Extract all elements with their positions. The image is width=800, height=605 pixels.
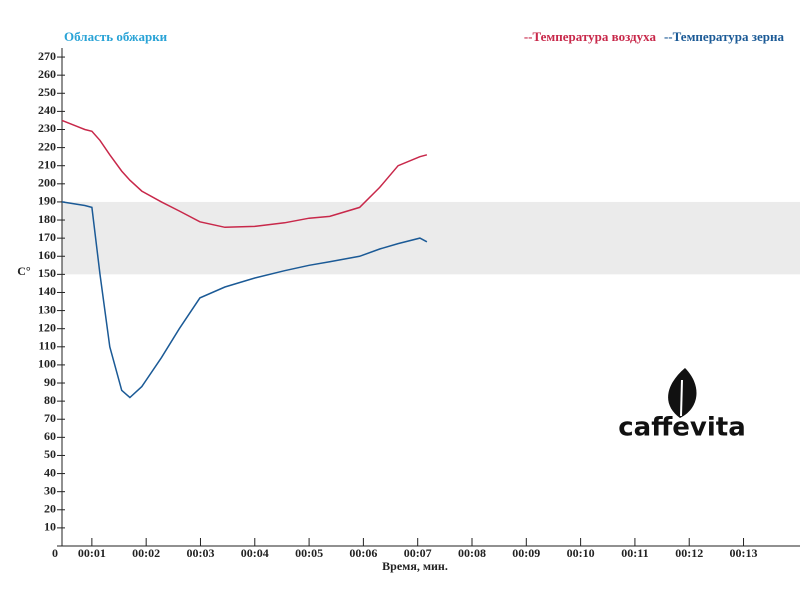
y-tick-label: 30 — [44, 483, 56, 497]
x-tick-label: 00:01 — [78, 546, 106, 560]
x-tick-label: 00:10 — [567, 546, 595, 560]
y-tick-label: 140 — [38, 284, 56, 298]
y-tick-label: 200 — [38, 176, 56, 190]
x-tick-label: 00:08 — [458, 546, 486, 560]
y-tick-label: 40 — [44, 465, 56, 479]
x-tick-label: 00:11 — [621, 546, 648, 560]
x-tick-label: 00:02 — [132, 546, 160, 560]
x-tick-label: 00:12 — [675, 546, 703, 560]
y-axis-label: C° — [17, 264, 31, 278]
y-tick-label: 190 — [38, 194, 56, 208]
x-tick-label: 00:03 — [186, 546, 214, 560]
y-tick-label: 80 — [44, 393, 56, 407]
x-tick-label: 00:13 — [730, 546, 758, 560]
y-tick-label: 250 — [38, 85, 56, 99]
zone-title: Область обжарки — [64, 29, 168, 44]
x-tick-label: 00:09 — [512, 546, 540, 560]
series-line — [61, 119, 428, 229]
x-tick-label: 00:04 — [241, 546, 269, 560]
logo-text: caffevita — [618, 413, 746, 443]
legend-entry: --Температура зерна — [664, 29, 785, 44]
roast-zone — [62, 201, 800, 275]
y-tick-label: 90 — [44, 375, 56, 389]
y-tick-label: 180 — [38, 212, 56, 226]
y-tick-label: 50 — [44, 447, 56, 461]
y-tick-label: 240 — [38, 103, 56, 117]
y-tick-label: 220 — [38, 139, 56, 153]
x-tick-label: 00:07 — [404, 546, 432, 560]
y-tick-label: 110 — [39, 339, 56, 353]
x-tick-label: 00:06 — [349, 546, 377, 560]
legend-entry: --Температура воздуха — [524, 29, 657, 44]
series-line — [61, 201, 428, 399]
x-axis-label: Время, мин. — [382, 559, 448, 573]
y-tick-label: 260 — [38, 67, 56, 81]
y-tick-label: 120 — [38, 320, 56, 334]
y-tick-label: 150 — [38, 266, 56, 280]
y-tick-label: 230 — [38, 121, 56, 135]
y-tick-label: 170 — [38, 230, 56, 244]
y-tick-label: 270 — [38, 49, 56, 63]
logo-leaf-vein — [680, 379, 683, 417]
y-tick-label: 70 — [44, 411, 56, 425]
y-tick-label: 0 — [52, 546, 58, 560]
y-tick-label: 60 — [44, 429, 56, 443]
y-tick-label: 130 — [38, 302, 56, 316]
y-tick-label: 160 — [38, 248, 56, 262]
y-tick-label: 20 — [44, 502, 56, 516]
y-tick-label: 10 — [44, 520, 56, 534]
y-tick-label: 210 — [38, 157, 56, 171]
y-tick-label: 100 — [38, 357, 56, 371]
x-tick-label: 00:05 — [295, 546, 323, 560]
